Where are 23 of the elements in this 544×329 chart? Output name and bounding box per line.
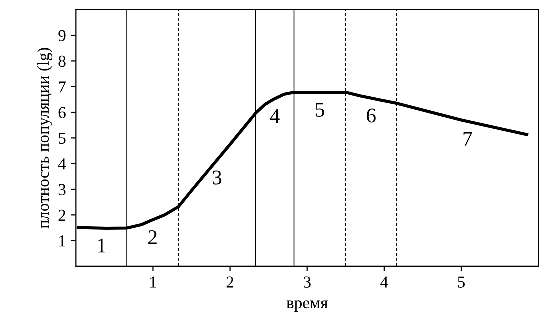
x-axis-title: время <box>286 300 328 312</box>
x-tick-label: 3 <box>304 276 311 288</box>
annotation: 1 <box>98 238 106 253</box>
annotation: 4 <box>270 109 280 124</box>
y-tick-label: 6 <box>58 107 66 118</box>
y-axis-title: плотность популяции (lg) <box>37 48 53 229</box>
annotation: 2 <box>148 230 157 244</box>
y-tick-label: 9 <box>58 30 66 42</box>
y-tick-label: 2 <box>58 210 66 221</box>
x-tick-label: 5 <box>458 276 466 288</box>
y-tick-label: 4 <box>58 158 66 170</box>
x-tick-label: 4 <box>380 276 388 288</box>
y-tick-label: 5 <box>59 133 66 144</box>
annotation: 7 <box>464 132 472 146</box>
annotation: 6 <box>367 108 376 123</box>
x-tick-label: 2 <box>226 276 234 288</box>
y-tick-label: 1 <box>60 236 66 247</box>
y-tick-label: 3 <box>58 184 66 196</box>
annotation: 5 <box>316 103 324 117</box>
y-tick-label: 7 <box>59 82 66 93</box>
y-tick-label: 8 <box>58 56 66 68</box>
annotation: 3 <box>212 170 222 185</box>
x-tick-label: 1 <box>150 276 156 288</box>
